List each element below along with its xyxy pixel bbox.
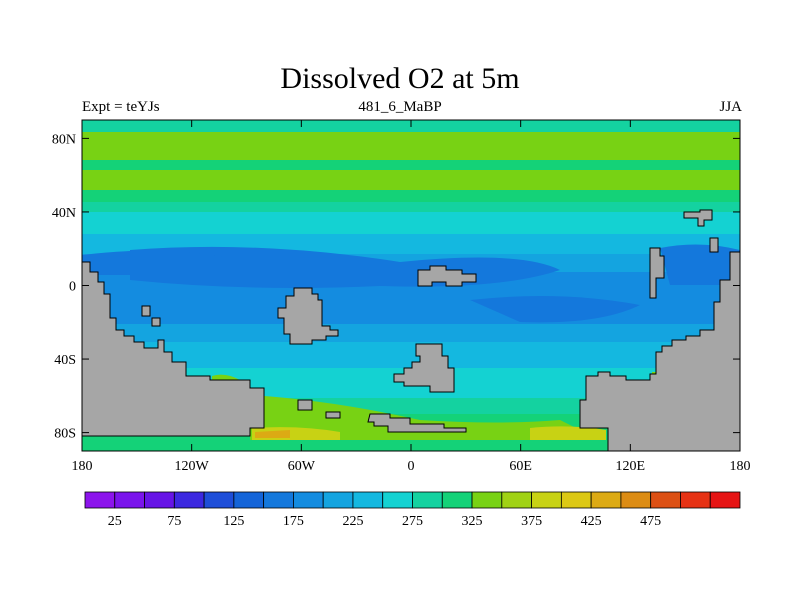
colorbar-swatch [680, 491, 711, 509]
colorbar-swatch [352, 491, 384, 509]
colorbar-label: 225 [342, 514, 363, 529]
season-label: JJA [719, 99, 742, 115]
lat-tick-label: 40N [52, 206, 76, 221]
land-masses [82, 209, 740, 451]
colorbar-label: 425 [581, 514, 602, 529]
lat-tick-label: 40S [54, 353, 76, 368]
colorbar-swatch [560, 491, 592, 509]
longitude-axis: 180 120W 60W 0 60E 120E 180 [72, 120, 751, 474]
experiment-label: Expt = teYJs [82, 99, 160, 115]
colorbar-swatch [441, 491, 473, 509]
colorbar-label: 75 [167, 514, 181, 529]
colorbar-swatch [293, 491, 324, 509]
colorbar-swatch [531, 491, 562, 509]
colorbar-label: 125 [223, 514, 244, 529]
colorbar-swatch [471, 491, 503, 509]
colorbar: 25 75 125 175 225 275 325 375 425 475 [84, 491, 741, 529]
lon-tick-label: 120W [175, 459, 210, 474]
colorbar-swatch [620, 491, 652, 509]
colorbar-label: 275 [402, 514, 423, 529]
colorbar-swatch [412, 491, 443, 509]
colorbar-swatch [233, 491, 265, 509]
colorbar-swatch [263, 491, 294, 509]
colorbar-label: 25 [108, 514, 122, 529]
colorbar-label: 475 [640, 514, 661, 529]
colorbar-swatch [322, 491, 354, 509]
colorbar-label: 175 [283, 514, 304, 529]
lon-tick-label: 60W [288, 459, 316, 474]
colorbar-label: 325 [462, 514, 483, 529]
colorbar-label: 375 [521, 514, 542, 529]
lat-tick-label: 80N [52, 132, 76, 147]
lat-tick-label: 80S [54, 427, 76, 442]
colorbar-swatch [144, 491, 175, 509]
latitude-axis: 80N 40N 0 40S 80S [52, 132, 740, 442]
lon-tick-label: 180 [72, 459, 93, 474]
lon-tick-label: 0 [408, 459, 415, 474]
colorbar-swatch [382, 491, 413, 509]
lon-tick-label: 180 [730, 459, 751, 474]
colorbar-swatch [84, 491, 116, 509]
colorbar-swatch [501, 491, 532, 509]
colorbar-swatch [114, 491, 145, 509]
lon-tick-label: 60E [509, 459, 532, 474]
map-title: Dissolved O2 at 5m [280, 62, 520, 95]
lon-tick-label: 120E [616, 459, 646, 474]
lat-tick-label: 0 [69, 280, 76, 295]
colorbar-swatch [173, 491, 205, 509]
period-label: 481_6_MaBP [358, 99, 442, 115]
colorbar-swatch [650, 491, 681, 509]
colorbar-swatch [709, 491, 741, 509]
colorbar-swatch [203, 491, 235, 509]
colorbar-swatch [590, 491, 622, 509]
